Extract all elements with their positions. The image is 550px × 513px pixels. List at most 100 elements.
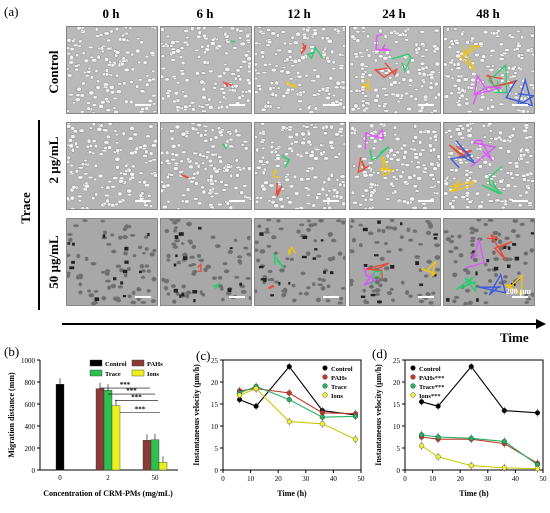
cell (306, 166, 312, 170)
y-tick-label: 800 (25, 379, 36, 387)
cell (180, 193, 187, 197)
cell (444, 230, 449, 234)
cell (162, 204, 168, 209)
cell (188, 240, 193, 245)
cell (113, 109, 119, 113)
cell (519, 222, 525, 227)
cell (218, 27, 224, 30)
cell (456, 86, 461, 91)
cell (527, 201, 533, 205)
cell (140, 107, 145, 111)
cell (281, 292, 287, 298)
cell (132, 132, 138, 137)
cell (418, 140, 423, 145)
cell (416, 160, 421, 165)
cell (88, 90, 95, 96)
cell (474, 52, 480, 58)
legend-label: Ions (147, 371, 159, 378)
cell (479, 58, 485, 63)
legend-label: Ions*** (419, 393, 441, 400)
cell (305, 169, 311, 173)
cell (138, 171, 144, 175)
cell (77, 166, 84, 170)
cell (257, 27, 262, 29)
particle (377, 220, 381, 224)
micrograph-r2-c1 (160, 218, 252, 306)
micrograph-texture (161, 27, 251, 113)
cell (285, 257, 290, 261)
cell (447, 45, 453, 50)
cell (361, 27, 366, 30)
cell (246, 56, 251, 61)
particle (258, 265, 264, 269)
cell (245, 196, 251, 200)
cell (265, 160, 270, 165)
cell (208, 69, 214, 74)
cell (326, 201, 331, 206)
cell (237, 258, 242, 264)
cell (227, 249, 234, 255)
cell (246, 235, 251, 241)
cell-track (287, 245, 297, 255)
cell (176, 219, 181, 222)
cell (289, 58, 294, 62)
cell (67, 46, 71, 50)
col-header-12h: 12 h (287, 6, 311, 21)
cell (432, 109, 438, 113)
cell (288, 42, 293, 46)
cell (189, 255, 196, 260)
cell (270, 68, 277, 73)
cell-track (472, 73, 502, 105)
cell (261, 170, 266, 176)
cell (327, 189, 332, 193)
cell (309, 123, 314, 127)
cell (491, 174, 498, 178)
cell (246, 49, 251, 54)
cell (80, 206, 86, 209)
cell-track (392, 53, 413, 73)
cell (78, 273, 84, 278)
cell (255, 248, 259, 252)
cell (487, 199, 494, 203)
cell (221, 90, 227, 95)
cell (424, 48, 429, 52)
cell (342, 44, 345, 48)
legend-marker (410, 374, 416, 380)
cell (296, 58, 302, 63)
cell (176, 143, 181, 148)
cell (102, 128, 108, 133)
cell (173, 166, 179, 171)
cell (305, 251, 311, 256)
cell (91, 123, 96, 127)
cell (117, 235, 123, 240)
cell (478, 41, 484, 46)
cell (355, 30, 361, 34)
cell (405, 69, 411, 75)
cell (110, 185, 116, 189)
scale-bar-label: 200 µm (505, 287, 531, 296)
cell (195, 170, 200, 176)
cell (374, 279, 380, 285)
cell (260, 123, 265, 126)
cell (382, 277, 388, 283)
cell (151, 69, 156, 74)
cell (216, 74, 223, 79)
cell (299, 176, 305, 182)
cell (84, 74, 90, 78)
cell (225, 139, 230, 144)
cell (452, 272, 458, 278)
cell (238, 77, 243, 82)
cell (76, 86, 82, 92)
cell (417, 71, 423, 76)
cell (78, 128, 85, 133)
cell (376, 171, 381, 175)
cell (467, 200, 473, 204)
cell-track (364, 128, 385, 150)
cell (383, 241, 389, 246)
cell (308, 153, 315, 158)
micrograph-r0-c3 (349, 26, 441, 114)
cell (391, 175, 397, 179)
cell (310, 79, 317, 83)
cell (350, 219, 355, 223)
x-axis-label: Time (h) (459, 489, 489, 498)
